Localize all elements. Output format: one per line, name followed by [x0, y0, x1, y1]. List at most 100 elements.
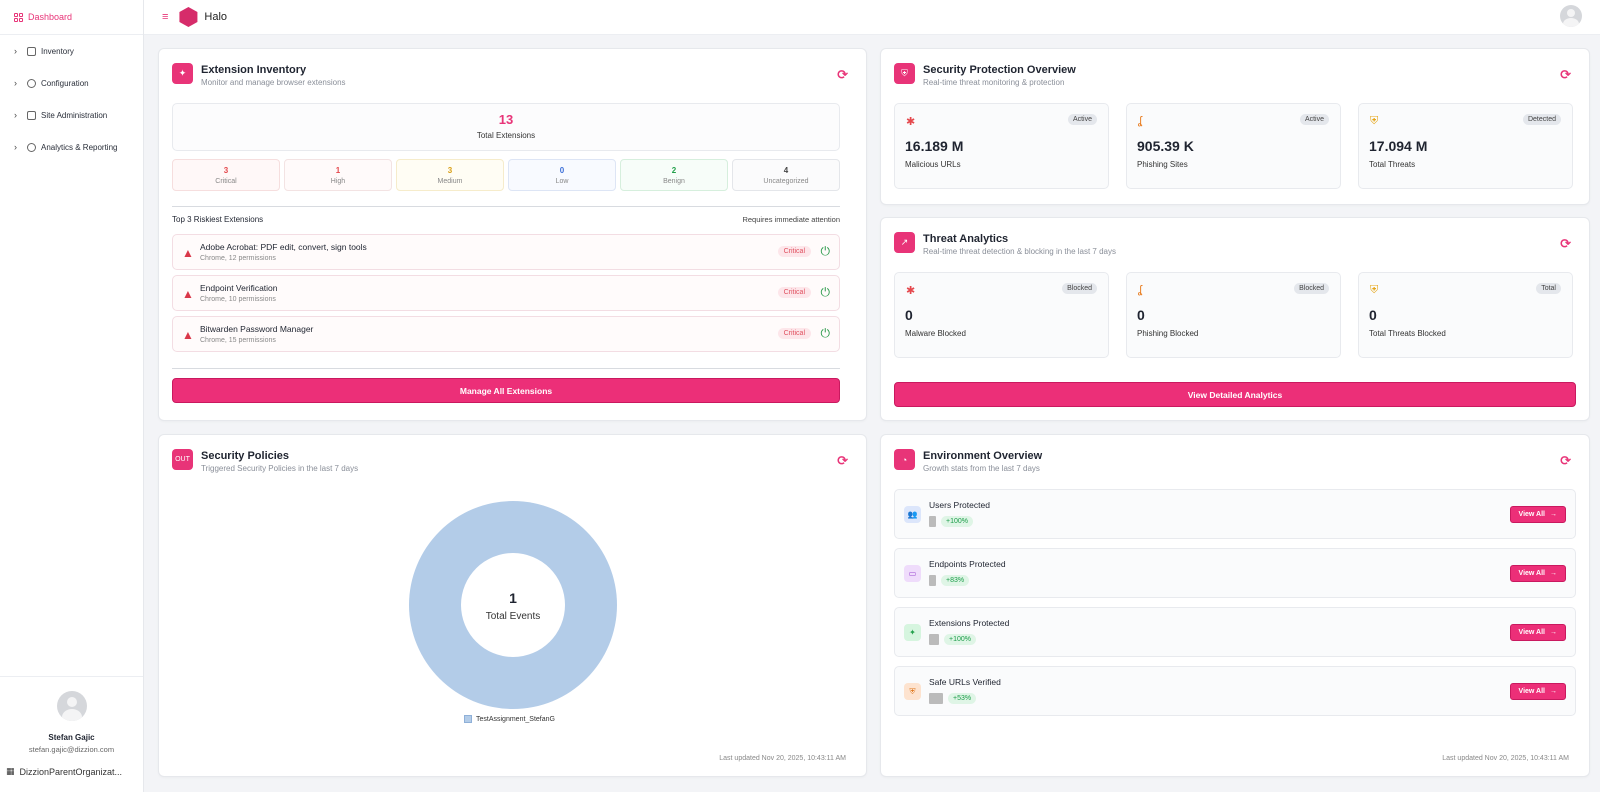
severity-high[interactable]: 1 High — [284, 159, 392, 191]
sidebar-dashboard-label: Dashboard — [28, 12, 73, 22]
env-label: Endpoints Protected — [929, 559, 1006, 569]
menu-collapse-icon[interactable]: ≡ — [162, 11, 169, 23]
extension-desc: Chrome, 10 permissions — [200, 296, 276, 303]
riskiest-header: Top 3 Riskiest Extensions Requires immed… — [172, 215, 840, 224]
view-detailed-analytics-button[interactable]: View Detailed Analytics — [894, 382, 1576, 407]
status-badge: Critical — [777, 287, 811, 298]
env-label: Extensions Protected — [929, 618, 1010, 628]
puzzle-icon: ✦ — [172, 63, 193, 84]
list-item: ▭ Endpoints Protected +83% View All → — [894, 548, 1576, 598]
severity-critical[interactable]: 3 Critical — [172, 159, 280, 191]
extension-name: Adobe Acrobat: PDF edit, convert, sign t… — [200, 242, 367, 252]
arrow-right-icon: → — [1550, 688, 1557, 695]
avatar[interactable] — [56, 691, 87, 721]
puzzle-icon: ✦ — [904, 624, 921, 641]
sidebar-item-configuration[interactable]: › Configuration — [0, 67, 143, 99]
extension-inventory-card: ✦ Extension Inventory Monitor and manage… — [158, 48, 867, 421]
divider — [172, 368, 840, 369]
sidebar-item-site-administration[interactable]: › Site Administration — [0, 99, 143, 131]
manage-all-extensions-button[interactable]: Manage All Extensions — [172, 378, 840, 403]
refresh-icon[interactable]: ⟳ — [837, 453, 848, 468]
chevron-right-icon: › — [14, 46, 17, 56]
sparkline-icon — [929, 693, 943, 704]
chevron-right-icon: › — [14, 78, 17, 88]
severity-count: 4 — [783, 166, 789, 175]
list-item[interactable]: ▲ Endpoint Verification Chrome, 10 permi… — [172, 275, 840, 311]
refresh-icon[interactable]: ⟳ — [1560, 67, 1571, 82]
donut-center-label: Total Events — [486, 611, 540, 622]
stat-value: 0 — [1369, 307, 1377, 323]
monitor-icon: ▭ — [904, 565, 921, 582]
refresh-icon[interactable]: ⟳ — [1560, 236, 1571, 251]
card-subtitle: Real-time threat monitoring & protection — [923, 78, 1065, 87]
stat-label: Total Threats — [1369, 160, 1416, 169]
user-name: Stefan Gajic — [48, 733, 95, 742]
sidebar-item-label: Inventory — [41, 46, 74, 56]
card-title: Extension Inventory — [201, 64, 307, 76]
severity-label: Low — [555, 178, 569, 185]
gear-icon — [27, 78, 36, 88]
severity-label: Benign — [663, 178, 685, 185]
hook-icon: ʆ — [1138, 284, 1142, 296]
topbar: ≡ Halo — [144, 0, 1600, 35]
pie-chart-icon: ◔ — [894, 449, 915, 470]
sidebar-item-inventory[interactable]: › Inventory — [0, 35, 143, 67]
avatar[interactable] — [1560, 5, 1582, 27]
view-all-button[interactable]: View All → — [1509, 624, 1566, 641]
card-subtitle: Real-time threat detection & blocking in… — [923, 247, 1116, 256]
power-icon[interactable]: ⏻ — [820, 285, 831, 299]
arrow-right-icon: → — [1550, 511, 1557, 518]
severity-label: Critical — [215, 178, 237, 185]
list-item: ⛨ Safe URLs Verified +53% View All → — [894, 666, 1576, 716]
sidebar: Dashboard › Inventory › Configuration › … — [0, 0, 144, 792]
stat-label: Total Threats Blocked — [1369, 329, 1446, 338]
status-badge: Active — [1067, 114, 1097, 125]
list-item: ✦ Extensions Protected +100% View All → — [894, 607, 1576, 657]
total-extensions-value: 13 — [498, 112, 514, 127]
donut-hole — [461, 553, 565, 657]
refresh-icon[interactable]: ⟳ — [1560, 453, 1571, 468]
env-label: Users Protected — [929, 500, 990, 510]
severity-medium[interactable]: 3 Medium — [396, 159, 504, 191]
severity-row: 3 Critical 1 High 3 Medium 0 Low 2 Benig… — [172, 159, 840, 191]
view-all-label: View All — [1518, 570, 1545, 577]
growth-badge: +100% — [941, 516, 973, 527]
severity-uncategorized[interactable]: 4 Uncategorized — [732, 159, 840, 191]
power-icon[interactable]: ⏻ — [820, 244, 831, 258]
list-item[interactable]: ▲ Adobe Acrobat: PDF edit, convert, sign… — [172, 234, 840, 270]
arrow-right-icon: → — [1550, 570, 1557, 577]
shield-icon: ⛨ — [904, 683, 921, 700]
status-badge: Active — [1299, 114, 1329, 125]
view-all-label: View All — [1518, 511, 1545, 518]
sidebar-item-analytics[interactable]: › Analytics & Reporting — [0, 131, 143, 163]
stat-label: Phishing Blocked — [1137, 329, 1199, 338]
extension-name: Bitwarden Password Manager — [200, 324, 314, 334]
severity-label: High — [330, 178, 346, 185]
severity-low[interactable]: 0 Low — [508, 159, 616, 191]
org-selector[interactable]: ▦ DizzionParentOrganizat... — [0, 766, 143, 777]
donut-chart: 1 Total Events — [409, 501, 617, 709]
view-all-button[interactable]: View All → — [1509, 565, 1566, 582]
severity-benign[interactable]: 2 Benign — [620, 159, 728, 191]
status-badge: Blocked — [1062, 283, 1097, 294]
card-title: Environment Overview — [923, 450, 1043, 462]
view-all-button[interactable]: View All → — [1509, 506, 1566, 523]
status-badge: Critical — [777, 246, 811, 257]
stat-malware-blocked: ✱ Blocked 0 Malware Blocked — [894, 272, 1109, 358]
sparkline-icon — [929, 575, 936, 586]
sidebar-item-label: Configuration — [41, 78, 89, 88]
donut-center-value: 1 — [509, 590, 517, 606]
stat-value: 0 — [905, 307, 913, 323]
refresh-icon[interactable]: ⟳ — [837, 67, 848, 82]
chart-legend[interactable]: TestAssignment_StefanG — [464, 715, 555, 723]
extension-name: Endpoint Verification — [200, 283, 278, 293]
legend-label: TestAssignment_StefanG — [476, 715, 555, 723]
riskiest-note: Requires immediate attention — [742, 215, 840, 224]
power-icon[interactable]: ⏻ — [820, 326, 831, 340]
severity-count: 3 — [447, 166, 453, 175]
sidebar-item-dashboard[interactable]: Dashboard — [0, 0, 143, 35]
arrow-right-icon: → — [1550, 629, 1557, 636]
view-all-button[interactable]: View All → — [1509, 683, 1566, 700]
list-item[interactable]: ▲ Bitwarden Password Manager Chrome, 15 … — [172, 316, 840, 352]
checkbox-icon — [27, 46, 36, 56]
